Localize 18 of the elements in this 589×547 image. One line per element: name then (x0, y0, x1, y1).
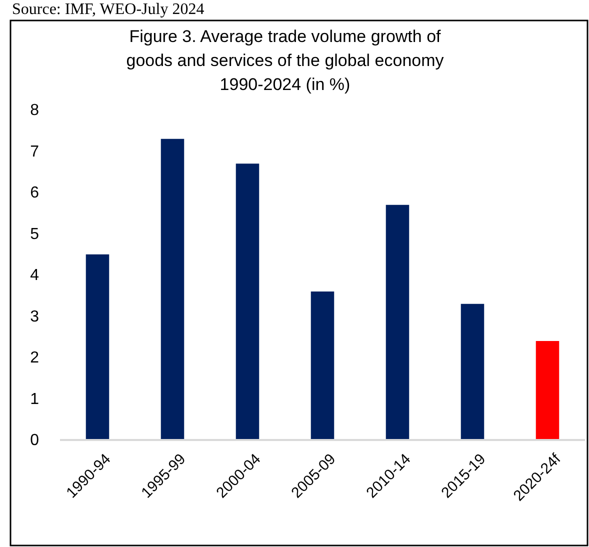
y-tick-label: 0 (30, 432, 40, 450)
y-tick-label: 2 (30, 350, 40, 367)
bar (536, 341, 560, 440)
bar (460, 304, 484, 440)
bar (236, 164, 260, 440)
y-tick-label: 6 (30, 184, 40, 202)
bar (386, 204, 410, 440)
y-tick-label: 3 (30, 308, 40, 326)
y-tick-label: 5 (30, 226, 40, 243)
y-tick-label: 1 (30, 390, 40, 408)
y-tick-label: 7 (30, 143, 40, 160)
source-note: Source: IMF, WEO-July 2024 (12, 1, 204, 18)
chart-title: Figure 3. Average trade volume growth of goods and services of the global economy 1990-2024 (in %) (126, 27, 444, 94)
y-tick-label: 4 (30, 267, 40, 284)
y-tick-label: 8 (30, 102, 40, 120)
bar (310, 292, 334, 440)
bar (86, 254, 110, 440)
bar (160, 138, 184, 440)
